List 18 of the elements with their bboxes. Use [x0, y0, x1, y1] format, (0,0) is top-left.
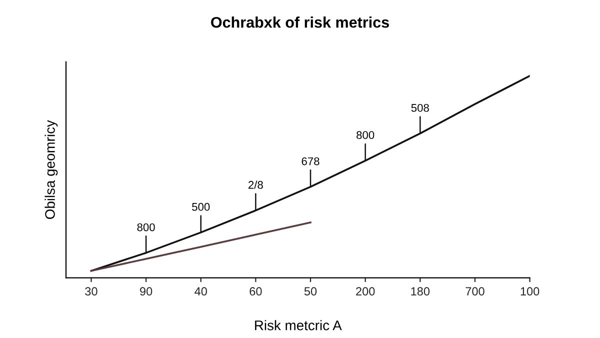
- x-tick-label: 60: [250, 287, 262, 296]
- x-tick-label: 90: [140, 287, 152, 296]
- x-tick-label: 30: [85, 287, 98, 296]
- x-tick-label: 700: [466, 287, 484, 296]
- annotation: 2/8: [248, 180, 263, 189]
- chart-title: Ochrabxk of risk metrics: [211, 16, 389, 28]
- annotation: 508: [411, 104, 429, 112]
- x-tick-label: 50: [304, 287, 317, 296]
- annotation: 800: [137, 223, 155, 232]
- x-tick-label: 200: [356, 287, 375, 296]
- x-tick-label: 40: [194, 287, 207, 296]
- x-axis-title: Risk metcric A: [255, 320, 342, 330]
- x-tick-label: 100: [520, 287, 540, 296]
- x-tick-label: 180: [411, 287, 430, 296]
- annotation: 500: [192, 202, 210, 211]
- annotation: 800: [356, 131, 374, 140]
- y-axis-title: Obilsa geomricy: [44, 120, 58, 219]
- annotation: 678: [302, 157, 320, 166]
